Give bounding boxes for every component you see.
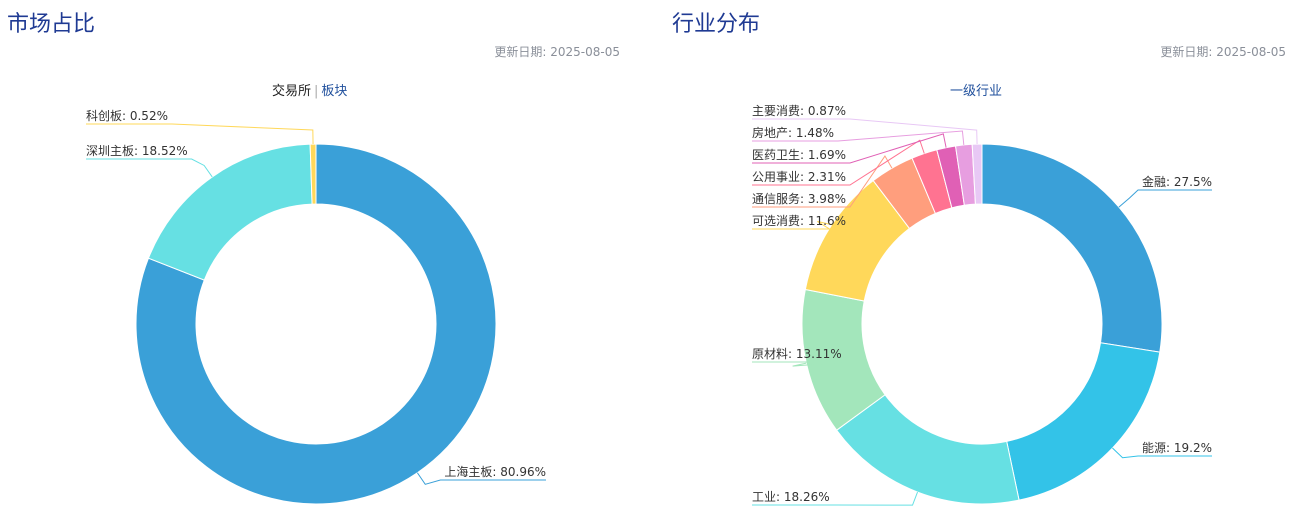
slice-label-industry-7: 医药卫生: 1.69% [752,148,846,162]
slice-label-market-1: 深圳主板: 18.52% [86,144,188,158]
market-share-tabs: 交易所 | 板块 [272,80,347,99]
slice-leader-line-industry-6 [752,139,925,186]
donut-labels: 上海主板: 80.96% 深圳主板: 18.52% 科创板: 0.52% [86,109,546,485]
slice-leader-line-industry-0 [1118,189,1212,208]
market-share-update-date: 更新日期: 2025-08-05 [494,45,620,59]
slice-label-industry-1: 能源: 19.2% [1142,441,1212,455]
slice-label-industry-8: 房地产: 1.48% [752,125,834,140]
slice-label-market-0: 上海主板: 80.96% [444,464,546,479]
slice-leader-line-market-1 [86,158,213,178]
slice-label-industry-3: 原材料: 13.11% [752,347,842,361]
slice-label-industry-9: 主要消费: 0.87% [752,104,846,118]
slice-leader-line-market-2 [86,123,314,145]
donut-slice-market-2[interactable] [309,143,317,205]
industry-distribution-panel: 行业分布 更新日期: 2025-08-05 一级行业 [665,0,1292,529]
slice-leader-line-industry-5 [752,155,893,208]
tab-exchange[interactable]: 交易所 [272,84,312,99]
slice-leader-line-industry-9 [752,118,978,145]
donut-slice-industry-9[interactable] [971,143,983,205]
slice-leader-line-industry-7 [752,133,947,164]
slice-label-industry-4: 可选消费: 11.6% [752,214,846,228]
donut-slices [801,143,1163,505]
donut-labels: 金融: 27.5% 能源: 19.2% 工业: 18.26% 原材料: 13.11% 可… [752,104,1212,506]
market-share-title: 市场占比 [7,12,96,37]
slice-label-industry-5: 通信服务: 3.98% [752,191,846,206]
donut-slice-industry-0[interactable] [981,143,1163,353]
donut-slice-industry-2[interactable] [835,394,1020,505]
slice-leader-line-industry-1 [1112,447,1212,459]
donut-slices [135,143,497,505]
donut-slice-market-0[interactable] [135,143,497,505]
industry-level-label: 一级行业 [950,84,1003,99]
slice-label-industry-6: 公用事业: 2.31% [752,170,846,184]
slice-leader-line-industry-2 [752,491,918,506]
slice-label-industry-0: 金融: 27.5% [1142,174,1212,189]
industry-distribution-update-date: 更新日期: 2025-08-05 [1160,45,1286,59]
industry-distribution-title: 行业分布 [672,12,761,37]
slice-leader-line-industry-4 [752,220,851,230]
slice-label-industry-2: 工业: 18.26% [752,490,830,504]
slice-label-market-2: 科创板: 0.52% [86,109,168,123]
slice-leader-line-industry-8 [752,130,965,145]
tab-separator: | [314,84,319,99]
slice-leader-line-market-0 [416,472,546,485]
donut-slice-industry-1[interactable] [1006,342,1161,501]
market-share-panel: 市场占比 更新日期: 2025-08-05 交易所 | 板块 [0,0,640,529]
slice-leader-line-industry-3 [752,361,846,367]
tab-board[interactable]: 板块 [321,84,348,99]
